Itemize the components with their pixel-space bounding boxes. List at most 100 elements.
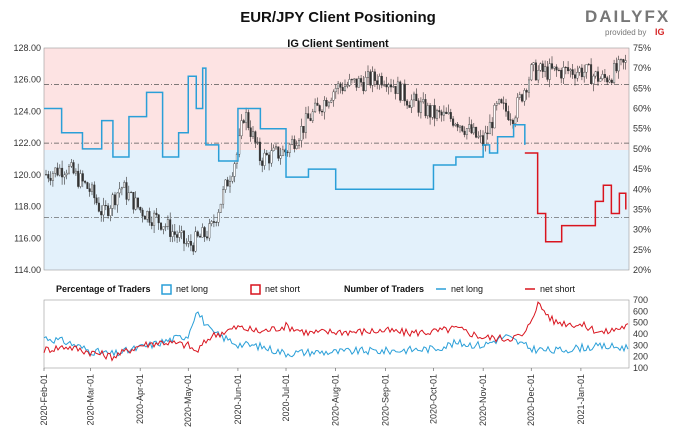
candle-body: [578, 67, 581, 73]
candle-body: [307, 113, 310, 119]
candle-body: [399, 81, 402, 101]
candle-body: [557, 69, 560, 71]
candle-body: [484, 132, 487, 146]
candle-body: [564, 67, 567, 69]
candle-body: [528, 79, 531, 93]
candle-body: [567, 67, 570, 72]
candle-body: [162, 226, 165, 230]
price-tick-label: 116.00: [14, 233, 41, 243]
candle-body: [408, 105, 411, 108]
candle-body: [594, 71, 597, 77]
candle-body: [240, 120, 243, 137]
candle-body: [277, 146, 280, 159]
candle-body: [624, 60, 627, 63]
candle-body: [518, 94, 521, 98]
date-tick-label: 2020-Feb-01: [39, 374, 49, 426]
candle-body: [318, 105, 321, 112]
candle-body: [159, 222, 162, 230]
candle-body: [521, 94, 524, 102]
candle-body: [387, 84, 390, 88]
candle-body: [419, 101, 422, 113]
candle-body: [247, 112, 250, 128]
traders-lines: [43, 301, 629, 362]
percent-tick-label: 45%: [633, 164, 651, 174]
candle-body: [498, 99, 501, 104]
candle-body: [54, 167, 57, 174]
candle-body: [192, 245, 195, 252]
candle-body: [502, 102, 505, 104]
candle-body: [74, 170, 77, 174]
candle-body: [321, 110, 324, 113]
candle-body: [61, 167, 64, 178]
candle-body: [123, 182, 126, 188]
candle-body: [84, 180, 87, 183]
candle-body: [613, 63, 616, 83]
date-tick-label: 2020-Mar-01: [85, 374, 95, 426]
candle-body: [546, 66, 549, 80]
candle-body: [587, 64, 590, 66]
date-tick-label: 2021-Jan-01: [576, 374, 586, 425]
candle-body: [210, 221, 213, 224]
percent-tick-label: 65%: [633, 83, 651, 93]
candle-body: [551, 63, 554, 69]
candle-body: [353, 78, 356, 81]
candle-body: [194, 231, 197, 252]
candle-body: [45, 174, 48, 176]
percent-tick-label: 30%: [633, 225, 651, 235]
reference-lines: [44, 84, 629, 219]
candle-body: [107, 205, 110, 216]
candle-body: [219, 203, 222, 213]
price-tick-label: 124.00: [13, 106, 41, 116]
candle-body: [367, 71, 370, 78]
candle-body: [325, 100, 328, 107]
candle-body: [509, 119, 512, 121]
brand-logo: DAILYFX: [585, 7, 670, 26]
legend-pct-long-swatch: [161, 284, 172, 295]
candle-body: [261, 160, 264, 166]
price-tick-label: 118.00: [14, 202, 41, 212]
candle-body: [500, 99, 503, 104]
net-long-pct-line: [44, 67, 526, 191]
candle-body: [373, 71, 376, 81]
percent-tick-label: 55%: [633, 124, 651, 134]
candle-body: [79, 173, 82, 187]
date-tick-label: 2020-Jul-01: [281, 374, 291, 422]
candle-body: [178, 232, 181, 238]
count-tick-label: 600: [633, 306, 648, 316]
candle-body: [592, 75, 595, 84]
candle-body: [438, 110, 441, 113]
candle-body: [553, 66, 556, 69]
candle-body: [537, 70, 540, 81]
candle-body: [442, 111, 445, 116]
candle-body: [304, 113, 307, 133]
candle-body: [456, 123, 459, 128]
candle-body: [511, 119, 514, 124]
chart-title: EUR/JPY Client Positioning: [240, 9, 436, 26]
candle-body: [357, 78, 360, 88]
candle-body: [371, 71, 374, 86]
legend: Percentage of Traders net long net short…: [56, 284, 576, 295]
candle-body: [488, 121, 491, 135]
candle-body: [380, 75, 383, 86]
candle-body: [378, 75, 381, 85]
brand-subtitle: provided by: [605, 28, 646, 37]
candle-body: [189, 240, 192, 246]
candle-body: [316, 102, 319, 106]
candle-body: [452, 118, 455, 126]
candle-body: [341, 87, 344, 92]
candle-body: [56, 167, 59, 176]
candle-body: [224, 179, 227, 190]
candle-body: [468, 124, 471, 129]
candle-body: [203, 227, 206, 237]
brand-ig-logo: IG: [655, 27, 665, 37]
candle-body: [454, 123, 457, 126]
candle-body: [109, 208, 112, 216]
candle-body: [597, 71, 600, 82]
percent-axis: 75% 70% 65% 60% 55% 50% 45% 40% 35% 30% 25% 20%: [633, 43, 651, 275]
count-tick-label: 500: [633, 318, 648, 328]
price-tick-label: 126.00: [13, 75, 41, 85]
candle-body: [226, 179, 229, 187]
candle-body: [291, 139, 294, 145]
candle-body: [459, 125, 462, 128]
